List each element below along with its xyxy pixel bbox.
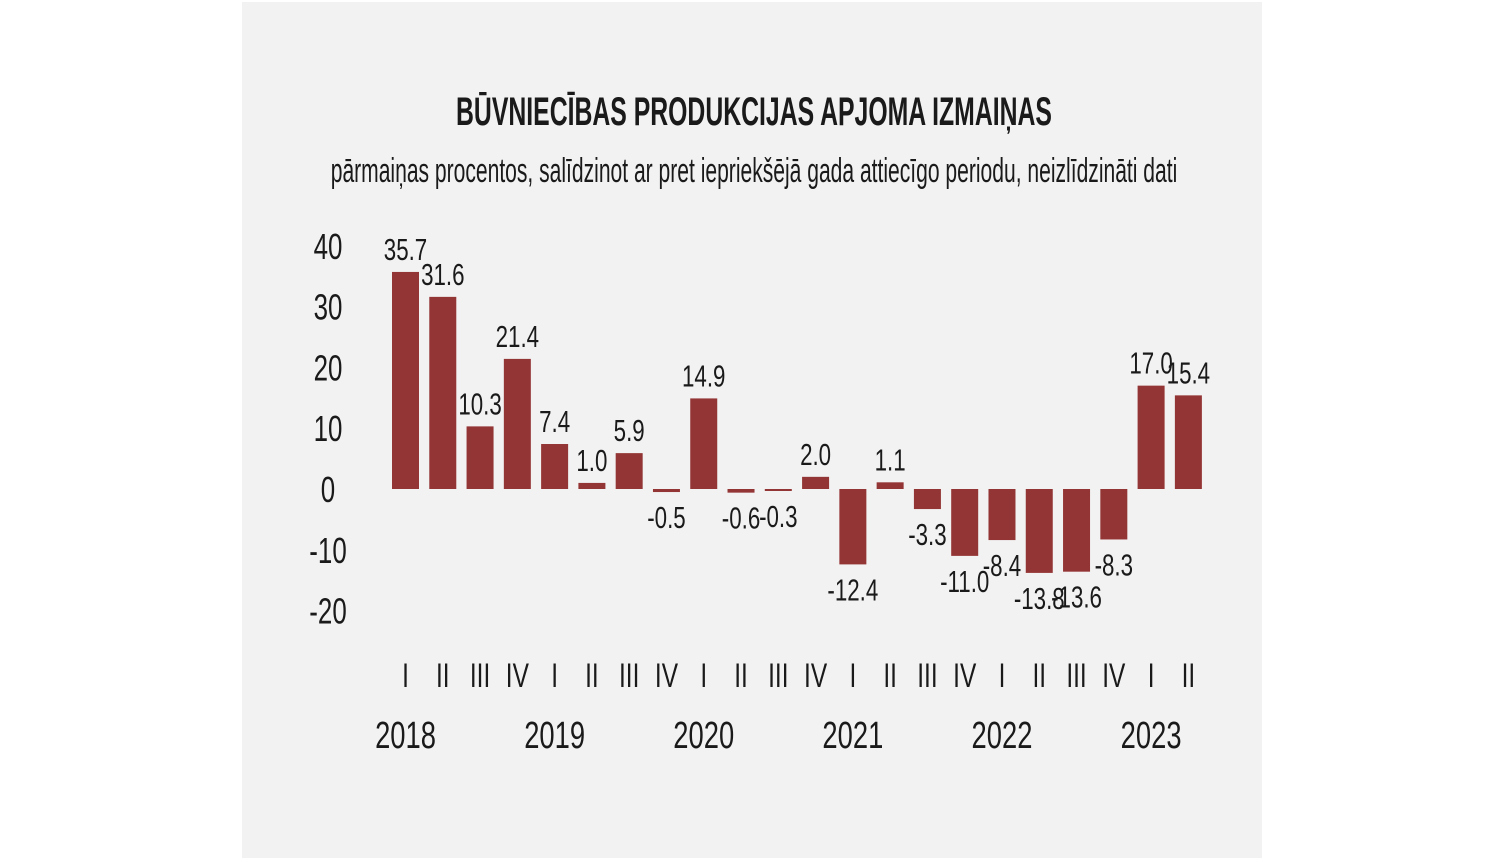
bar <box>951 489 979 556</box>
chart-title: BŪVNIECĪBAS PRODUKCIJAS APJOMA IZMAIŅAS <box>456 90 1052 134</box>
bar <box>392 271 419 489</box>
quarter-tick-label: II <box>585 657 599 695</box>
data-label: 1.0 <box>576 443 607 477</box>
bar <box>429 296 457 489</box>
data-label: -13.8 <box>1014 581 1065 615</box>
data-label: 10.3 <box>458 387 501 421</box>
bar <box>839 489 867 565</box>
data-label: 21.4 <box>496 319 539 353</box>
data-label: -0.6 <box>722 501 760 535</box>
y-tick-label: 0 <box>321 470 335 510</box>
quarter-tick-label: I <box>1148 657 1155 695</box>
quarter-tick-label: IV <box>655 657 678 695</box>
quarter-tick-label: IV <box>804 657 827 695</box>
bar <box>1137 385 1165 489</box>
data-label: -8.4 <box>983 549 1021 583</box>
y-tick-label: 40 <box>314 227 343 267</box>
quarter-tick-label: I <box>551 657 558 695</box>
data-label: -11.0 <box>940 564 989 598</box>
bar <box>466 426 494 489</box>
year-label: 2018 <box>375 715 436 757</box>
bar <box>652 489 680 493</box>
year-label: 2019 <box>524 715 585 757</box>
bar <box>541 444 569 489</box>
year-label: 2021 <box>822 715 883 757</box>
data-label: 17.0 <box>1129 346 1172 380</box>
quarter-tick-label: IV <box>953 657 976 695</box>
quarter-tick-label: III <box>619 657 639 695</box>
bar <box>764 489 792 491</box>
y-tick-label: 10 <box>314 409 343 449</box>
year-label: 2020 <box>673 715 734 757</box>
data-label: -0.3 <box>759 499 797 533</box>
quarter-tick-label: III <box>768 657 788 695</box>
bar <box>615 453 643 489</box>
bar <box>727 489 755 493</box>
data-label: -13.6 <box>1051 580 1102 614</box>
bar <box>988 489 1016 541</box>
data-label: 2.0 <box>800 437 831 471</box>
data-label: -8.3 <box>1095 548 1133 582</box>
y-tick-label: -10 <box>309 531 346 571</box>
bar <box>876 482 904 489</box>
bar <box>503 358 531 489</box>
chart-subtitle: pārmaiņas procentos, salīdzinot ar pret … <box>331 151 1178 189</box>
y-tick-label: 20 <box>314 348 343 388</box>
y-tick-label: 30 <box>314 287 343 327</box>
data-label: 7.4 <box>539 404 570 438</box>
data-label: -0.5 <box>647 500 685 534</box>
data-label: 1.1 <box>875 443 906 477</box>
quarter-tick-label: I <box>999 657 1006 695</box>
bar <box>1174 395 1202 489</box>
quarter-tick-label: II <box>436 657 450 695</box>
quarter-tick-label: II <box>734 657 748 695</box>
quarter-tick-label: II <box>1032 657 1046 695</box>
quarter-tick-label: IV <box>1102 657 1125 695</box>
data-label: 15.4 <box>1167 356 1210 390</box>
year-label: 2023 <box>1121 715 1182 757</box>
bar <box>913 489 941 510</box>
quarter-tick-label: III <box>470 657 490 695</box>
quarter-tick-label: III <box>917 657 937 695</box>
bar <box>1025 489 1053 573</box>
bar <box>1100 489 1128 540</box>
y-tick-label: -20 <box>309 591 346 631</box>
data-label: 31.6 <box>421 257 464 291</box>
quarter-tick-label: I <box>849 657 856 695</box>
data-label: 35.7 <box>384 232 427 266</box>
data-label: 5.9 <box>614 414 645 448</box>
data-label: 14.9 <box>682 359 725 393</box>
quarter-tick-label: III <box>1066 657 1086 695</box>
bar <box>802 476 830 489</box>
quarter-tick-label: I <box>402 657 409 695</box>
bar <box>1063 489 1091 572</box>
bar <box>578 482 606 489</box>
data-label: -12.4 <box>827 573 878 607</box>
quarter-tick-label: I <box>700 657 707 695</box>
data-label: -3.3 <box>908 518 946 552</box>
quarter-tick-label: II <box>883 657 897 695</box>
quarter-tick-label: IV <box>506 657 529 695</box>
bar <box>690 398 718 489</box>
quarter-tick-label: II <box>1182 657 1196 695</box>
year-label: 2022 <box>972 715 1033 757</box>
